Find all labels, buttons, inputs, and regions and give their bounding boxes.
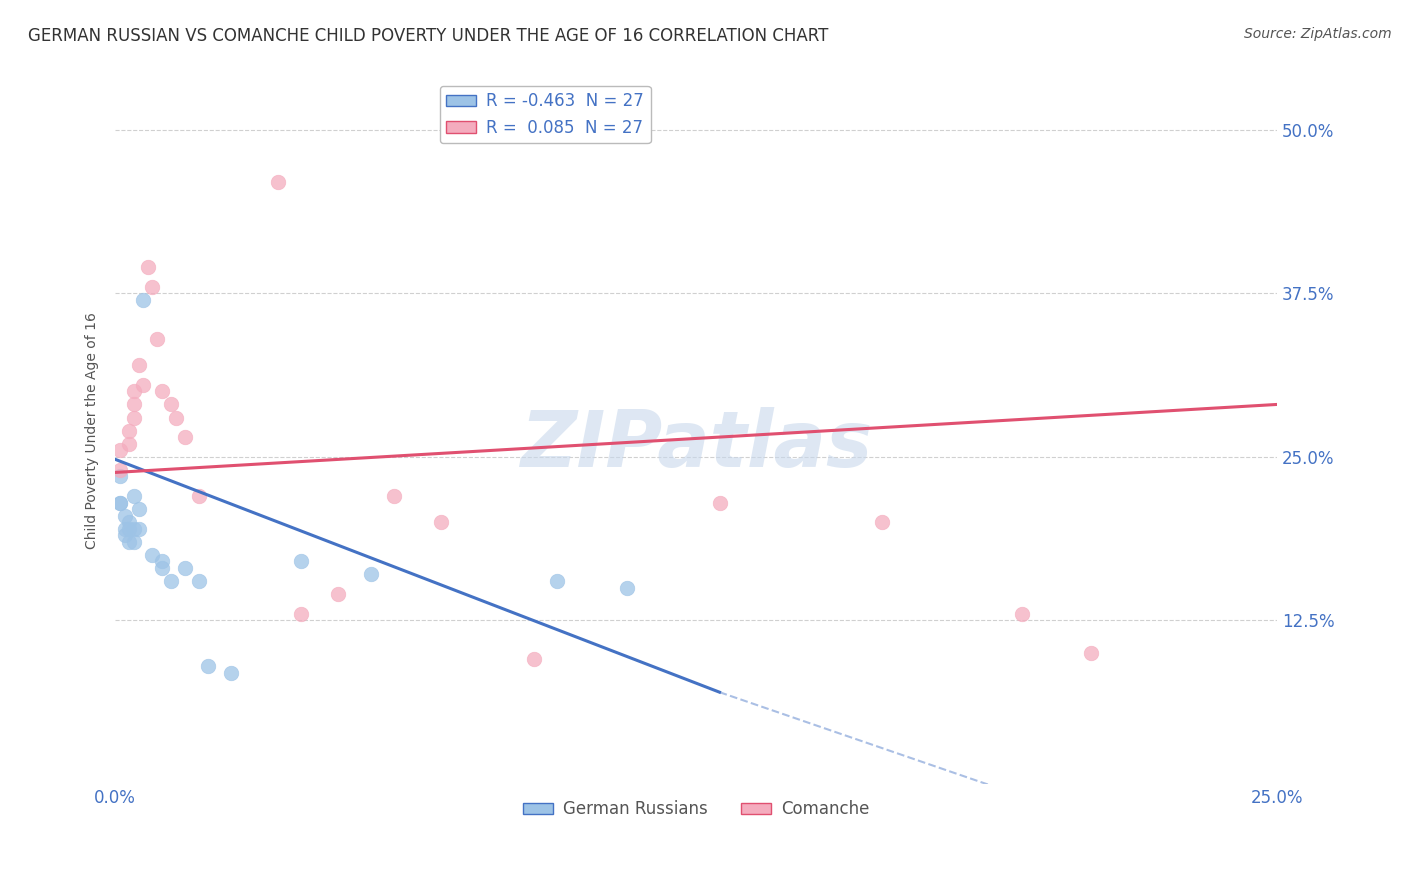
Point <box>122 410 145 425</box>
Point <box>128 522 150 536</box>
Point <box>136 260 159 274</box>
Point <box>128 502 150 516</box>
Point <box>141 548 163 562</box>
Point <box>122 534 145 549</box>
Point <box>709 495 731 509</box>
Point <box>197 659 219 673</box>
Point <box>132 377 155 392</box>
Point <box>150 554 173 568</box>
Point <box>616 581 638 595</box>
Point <box>118 436 141 450</box>
Point <box>187 574 209 588</box>
Point <box>870 515 893 529</box>
Point <box>108 443 131 458</box>
Point <box>382 489 405 503</box>
Point <box>290 554 312 568</box>
Point <box>174 430 197 444</box>
Point <box>122 522 145 536</box>
Point <box>165 410 187 425</box>
Point <box>132 293 155 307</box>
Y-axis label: Child Poverty Under the Age of 16: Child Poverty Under the Age of 16 <box>86 312 100 549</box>
Point <box>122 397 145 411</box>
Point <box>150 561 173 575</box>
Point <box>174 561 197 575</box>
Point <box>108 495 131 509</box>
Point <box>1080 646 1102 660</box>
Point <box>328 587 350 601</box>
Point <box>187 489 209 503</box>
Point <box>122 384 145 399</box>
Point <box>122 489 145 503</box>
Legend: German Russians, Comanche: German Russians, Comanche <box>516 794 876 825</box>
Point <box>546 574 568 588</box>
Point <box>114 508 136 523</box>
Text: ZIPatlas: ZIPatlas <box>520 407 872 483</box>
Point <box>114 522 136 536</box>
Point <box>150 384 173 399</box>
Point <box>1011 607 1033 621</box>
Point <box>290 607 312 621</box>
Point <box>108 463 131 477</box>
Point <box>160 574 183 588</box>
Point <box>118 515 141 529</box>
Point <box>360 567 382 582</box>
Point <box>221 665 243 680</box>
Point <box>118 424 141 438</box>
Text: GERMAN RUSSIAN VS COMANCHE CHILD POVERTY UNDER THE AGE OF 16 CORRELATION CHART: GERMAN RUSSIAN VS COMANCHE CHILD POVERTY… <box>28 27 828 45</box>
Point <box>108 495 131 509</box>
Point <box>146 332 169 346</box>
Point <box>108 469 131 483</box>
Point <box>429 515 451 529</box>
Point <box>128 358 150 372</box>
Text: Source: ZipAtlas.com: Source: ZipAtlas.com <box>1244 27 1392 41</box>
Point <box>523 652 546 666</box>
Point <box>141 279 163 293</box>
Point <box>267 175 290 189</box>
Point <box>118 534 141 549</box>
Point <box>118 522 141 536</box>
Point <box>160 397 183 411</box>
Point <box>114 528 136 542</box>
